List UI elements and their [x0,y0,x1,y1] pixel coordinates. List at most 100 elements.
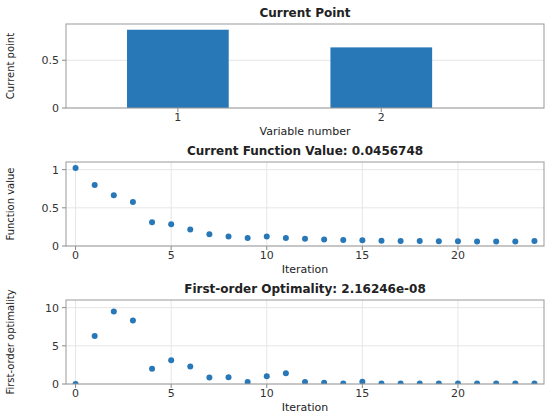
scatter-point [187,227,193,233]
tick-label: 20 [451,387,465,400]
scatter-point [130,318,136,324]
tick-label: 5 [168,249,175,262]
plot-background [66,24,544,108]
scatter-point [455,380,461,384]
tick-label: 0 [52,102,59,115]
scatter-point [283,235,289,241]
tick-label: 0 [72,387,79,400]
x-axis-label: Iteration [282,263,329,276]
tick-mark [62,307,66,308]
y-axis-label: First-order optimality [5,289,16,394]
scatter-point [531,380,537,384]
scatter-point [168,221,174,227]
y-axis-label: Current point [5,33,16,99]
grid-line [75,162,76,246]
plot-frame [66,24,544,108]
scatter-point [245,235,251,241]
scatter-point [436,238,442,244]
scatter-point [436,381,442,384]
grid-line [457,162,458,246]
tick-label: 5 [52,340,59,353]
tick-label: 0 [52,378,59,391]
tick-mark [62,246,66,247]
scatter-point [149,366,155,372]
scatter-point [149,219,155,225]
grid-line [362,300,363,384]
grid-line [75,300,76,384]
grid-line [266,162,267,246]
plot-background [66,162,544,246]
plot-frame [66,300,544,384]
bar [127,30,229,108]
scatter-point [264,233,270,239]
scatter-point [474,381,480,384]
scatter-point [245,379,251,384]
scatter-point [340,380,346,384]
grid-line [66,345,544,346]
scatter-point [264,373,270,379]
scatter-point [168,357,174,363]
scatter-point [321,237,327,243]
scatter-point [283,370,289,376]
grid-line [66,207,544,208]
grid-line [171,300,172,384]
scatter-point [226,233,232,239]
grid-line [457,300,458,384]
tick-mark [62,345,66,346]
scatter-point [302,236,308,242]
scatter-point [493,238,499,244]
tick-label: 2 [378,111,385,124]
tick-label: 10 [45,302,59,315]
scatter-point [111,308,117,314]
grid-line [362,162,363,246]
tick-mark [62,60,66,61]
tick-mark [62,108,66,109]
grid-line [266,300,267,384]
x-axis-label: Iteration [282,401,329,414]
scatter-point [359,237,365,243]
scatter-point [455,238,461,244]
scatter-point [111,192,117,198]
scatter-point [92,182,98,188]
marks [73,308,538,384]
scatter-point [378,238,384,244]
x-axis-label: Variable number [260,125,351,138]
tick-mark [62,207,66,208]
tick-mark [62,384,66,385]
scatter-point [398,381,404,384]
chart-root: 0 0.5 1 2 Current Point Variable number Curren… [0,0,560,420]
bar [330,47,432,108]
scatter-point [206,231,212,237]
tick-label: 15 [355,387,369,400]
scatter-point [512,238,518,244]
scatter-point [359,379,365,384]
tick-label: 1 [52,164,59,177]
plot-frame [66,162,544,246]
scatter-point [474,238,480,244]
tick-label: 15 [355,249,369,262]
scatter-point [398,238,404,244]
grid-line [66,307,544,308]
scatter-point [130,199,136,205]
title: First-order Optimality: 2.16246e-08 [184,282,426,296]
scatter-point [378,380,384,384]
scatter-point [92,333,98,339]
scatter-point [512,381,518,384]
marks [127,30,432,108]
tick-label: 0.5 [42,54,60,67]
grid-line [66,169,544,170]
title: Current Point [259,6,350,20]
panel: 00.5105101520Current Function Value: 0.0… [5,144,544,276]
title: Current Function Value: 0.0456748 [187,144,423,158]
tick-label: 1 [174,111,181,124]
tick-label: 10 [260,387,274,400]
scatter-point [73,165,79,171]
tick-label: 0 [72,249,79,262]
scatter-point [226,374,232,380]
tick-label: 5 [168,387,175,400]
tick-label: 20 [451,249,465,262]
scatter-point [302,379,308,384]
plot-background [66,300,544,384]
tick-label: 0.5 [42,202,60,215]
grid-line [171,162,172,246]
